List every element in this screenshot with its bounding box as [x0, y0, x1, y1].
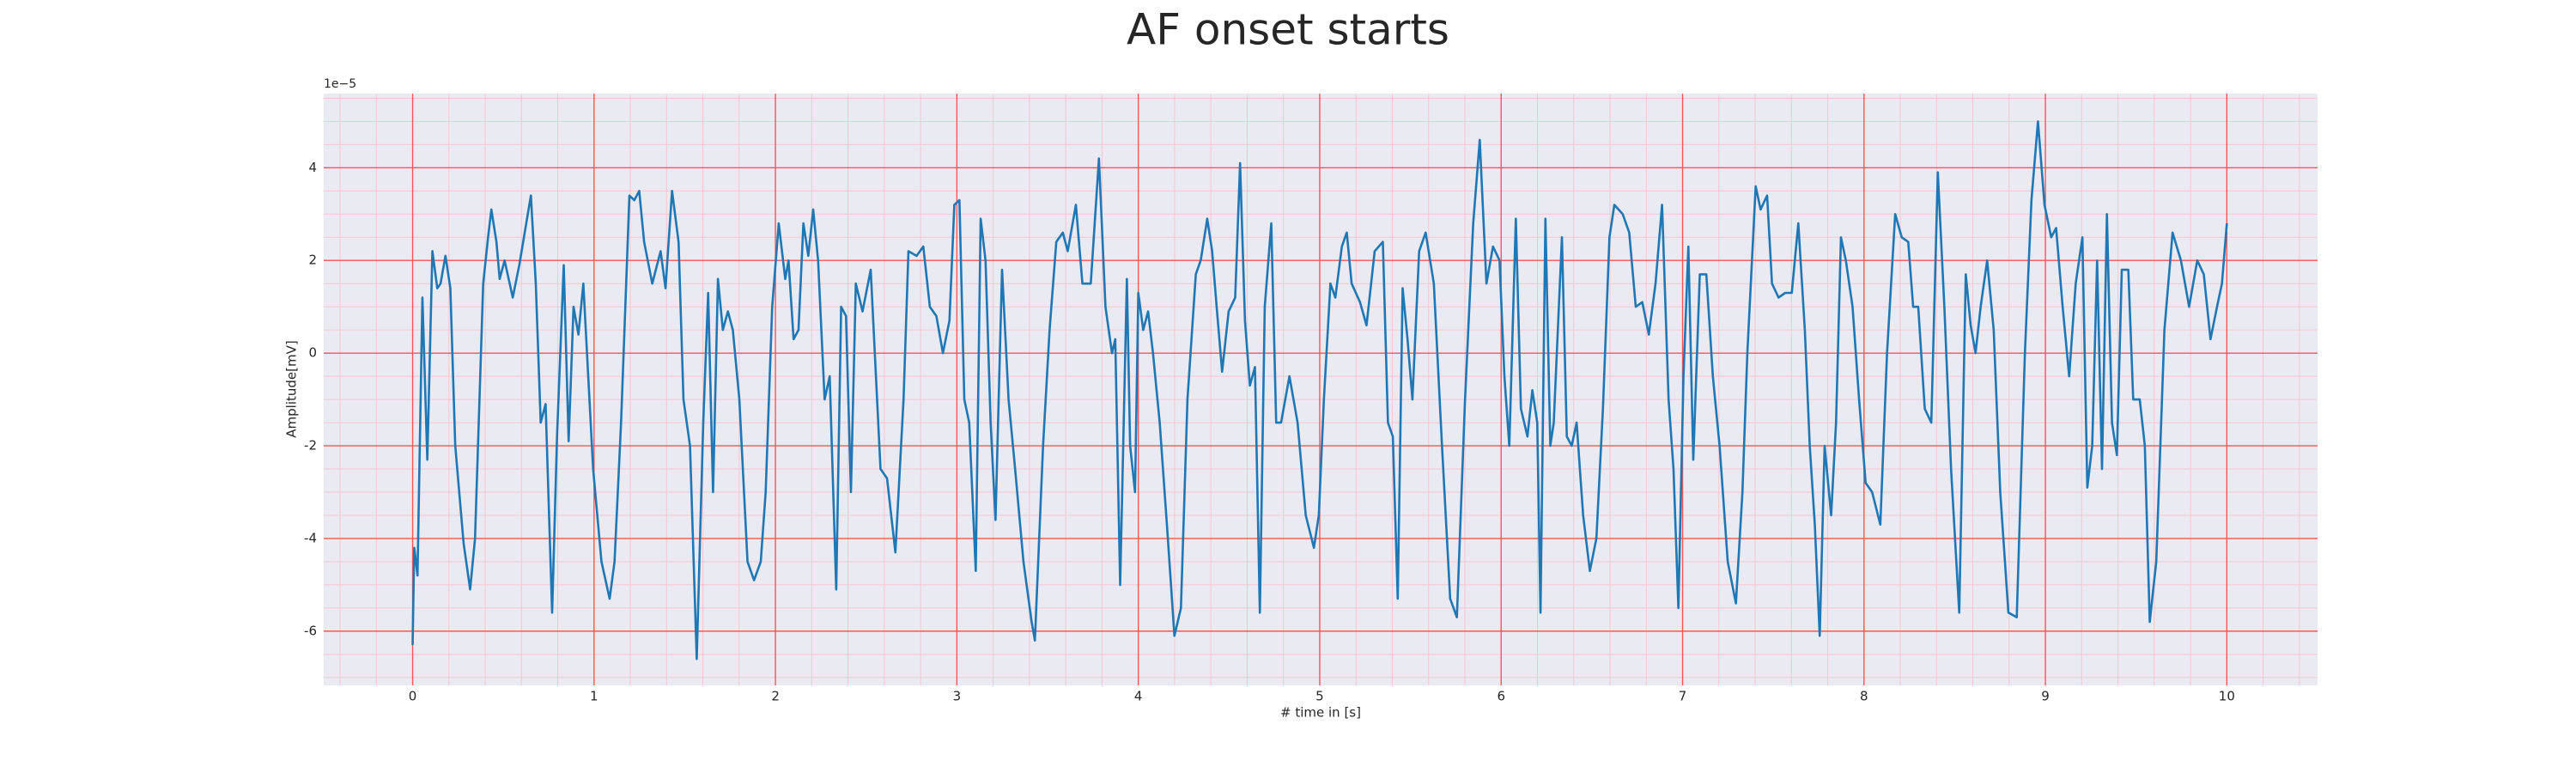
x-tick-label: 5	[1315, 689, 1324, 704]
x-tick-label: 3	[953, 689, 962, 704]
y-tick-label: -6	[304, 623, 317, 638]
y-tick-label: -2	[304, 438, 317, 453]
x-tick-label: 4	[1134, 689, 1143, 704]
y-axis-label: Amplitude[mV]	[284, 340, 300, 437]
x-axis-label: # time in [s]	[1280, 705, 1361, 721]
plot-background	[324, 94, 2318, 685]
y-tick-label: -4	[304, 530, 317, 545]
labels: 0 1 2 3 4 5 6 7 8 9 10 -6 -4 -2 0 2 4	[304, 160, 2235, 704]
y-tick-label: 4	[308, 160, 317, 175]
x-tick-label: 0	[409, 689, 417, 704]
x-tick-label: 7	[1679, 689, 1687, 704]
y-tick-label: 2	[308, 253, 317, 268]
signal-line	[411, 120, 2228, 660]
marks	[411, 120, 2228, 660]
x-tick-label: 9	[2041, 689, 2050, 704]
y-tick-label: 0	[308, 345, 317, 361]
x-tick-label: 2	[771, 689, 780, 704]
x-tick-label: 1	[590, 689, 598, 704]
chart-title: AF onset starts	[1127, 5, 1449, 55]
x-tick-label: 10	[2219, 689, 2235, 704]
y-offset-label: 1e−5	[324, 77, 356, 91]
x-tick-label: 6	[1497, 689, 1505, 704]
x-tick-label: 8	[1860, 689, 1868, 704]
